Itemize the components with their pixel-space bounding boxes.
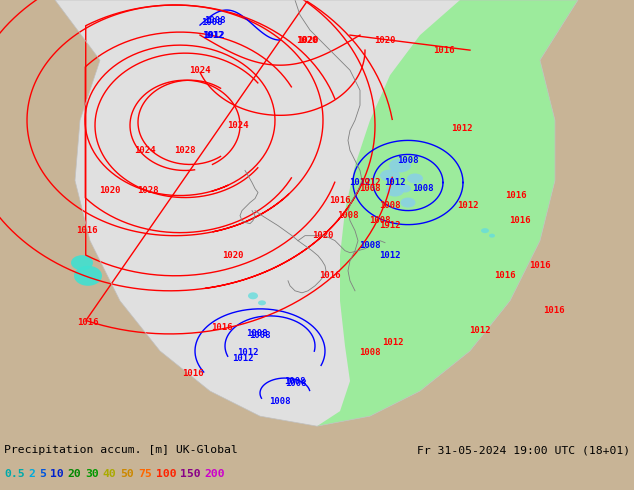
Text: 1020: 1020 [296,36,318,45]
Text: 1912: 1912 [359,178,381,187]
Text: 1012: 1012 [232,354,254,364]
Text: 30: 30 [85,469,99,479]
Text: 50: 50 [120,469,134,479]
Ellipse shape [481,228,489,233]
Ellipse shape [399,185,411,193]
Text: 1008: 1008 [201,18,223,26]
Text: 1008: 1008 [412,184,434,193]
Text: 1912: 1912 [379,221,401,230]
Ellipse shape [489,234,495,238]
Text: 20: 20 [68,469,81,479]
Text: 1012: 1012 [469,326,491,336]
Ellipse shape [407,173,423,184]
Text: 1008: 1008 [269,396,291,406]
Ellipse shape [386,185,404,196]
Text: 1020: 1020 [297,36,319,45]
Ellipse shape [401,197,415,208]
Text: 1008: 1008 [284,376,306,386]
Ellipse shape [248,293,258,299]
Text: 1024: 1024 [134,146,156,155]
Text: 0.5: 0.5 [4,469,25,479]
Text: 1028: 1028 [137,186,158,195]
Text: 1016: 1016 [320,271,340,280]
Text: 1008: 1008 [379,201,401,210]
Text: 1024: 1024 [190,66,210,74]
Text: 1020: 1020 [374,36,396,45]
Text: 1012: 1012 [202,30,224,40]
Text: 1008: 1008 [246,329,268,339]
Text: 100: 100 [155,469,176,479]
Text: 1008: 1008 [204,16,226,24]
Text: 10: 10 [50,469,64,479]
Text: 1012: 1012 [384,178,406,187]
Text: 1016: 1016 [329,196,351,205]
Text: 1016: 1016 [529,261,551,270]
Text: 1020: 1020 [313,231,333,240]
Text: 1008: 1008 [359,241,381,250]
Text: 1012: 1012 [382,339,404,347]
Text: 1016: 1016 [495,271,515,280]
Text: 1012: 1012 [204,30,224,40]
Text: 1008: 1008 [285,379,307,388]
Text: 1016: 1016 [182,368,204,377]
Text: 1008: 1008 [359,348,381,358]
Text: Fr 31-05-2024 19:00 UTC (18+01): Fr 31-05-2024 19:00 UTC (18+01) [417,445,630,455]
Text: 1016: 1016 [509,216,531,225]
Ellipse shape [380,170,400,181]
Text: 200: 200 [204,469,225,479]
Text: 5: 5 [39,469,46,479]
Text: 1008: 1008 [369,216,391,225]
Text: 1016: 1016 [543,306,565,316]
Ellipse shape [389,158,411,172]
Text: 1008: 1008 [249,331,271,341]
Text: 1016: 1016 [77,318,99,327]
Text: 1024: 1024 [227,121,249,130]
Text: 1008: 1008 [359,184,381,193]
Text: 1020: 1020 [223,251,243,260]
Ellipse shape [71,255,93,270]
Text: 75: 75 [138,469,152,479]
Ellipse shape [258,300,266,305]
Text: 150: 150 [180,469,200,479]
Text: 1016: 1016 [76,226,98,235]
Text: 1016: 1016 [211,323,233,332]
Text: 40: 40 [103,469,117,479]
Text: 1008: 1008 [398,156,418,165]
Text: Precipitation accum. [m] UK-Global: Precipitation accum. [m] UK-Global [4,445,238,455]
Text: 1016: 1016 [433,46,455,55]
Text: 1012: 1012 [237,348,259,358]
Text: 1012: 1012 [451,124,473,133]
Text: 2: 2 [29,469,36,479]
Text: 1012: 1012 [379,251,401,260]
Text: 1012: 1012 [457,201,479,210]
Polygon shape [317,0,578,426]
Polygon shape [55,0,578,426]
Text: 1028: 1028 [174,146,196,155]
Text: 1012: 1012 [349,178,371,187]
Text: 1020: 1020 [100,186,120,195]
Ellipse shape [74,266,102,286]
Text: 1008: 1008 [337,211,359,220]
Text: 1016: 1016 [505,191,527,200]
